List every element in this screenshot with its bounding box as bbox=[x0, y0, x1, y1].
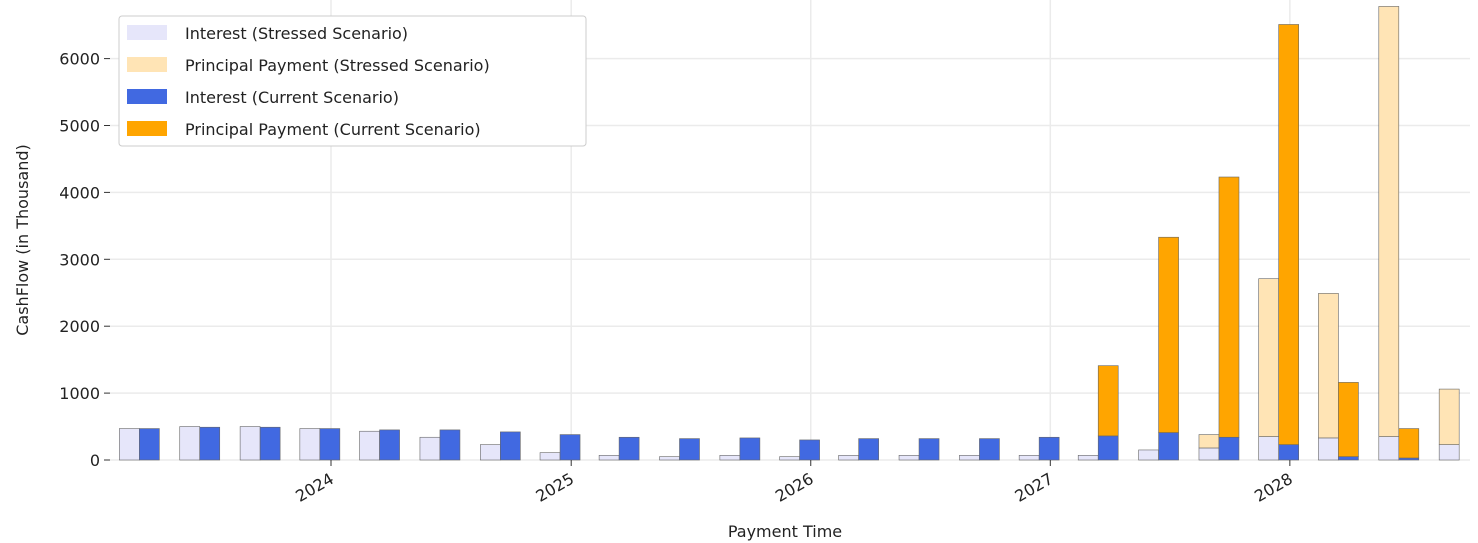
bar-interest-current bbox=[1338, 456, 1359, 461]
bar-interest-stressed bbox=[719, 455, 741, 461]
bar-interest-stressed bbox=[419, 436, 441, 461]
bar-principal-stressed bbox=[1258, 278, 1279, 437]
legend-swatch bbox=[127, 57, 167, 72]
bar-interest-current bbox=[1038, 436, 1060, 461]
bar-principal-stressed bbox=[1198, 434, 1220, 449]
y-axis-label: CashFlow (in Thousand) bbox=[13, 144, 32, 336]
y-tick-label: 4000 bbox=[59, 183, 100, 202]
bar-interest-current bbox=[679, 438, 700, 461]
bar-interest-stressed bbox=[1438, 444, 1460, 461]
bar-interest-current bbox=[1218, 436, 1240, 461]
bar-interest-stressed bbox=[838, 455, 859, 461]
bar-principal-current bbox=[1278, 24, 1299, 445]
x-tick-label: 2026 bbox=[772, 469, 817, 506]
bar-interest-current bbox=[1398, 457, 1420, 461]
legend-box bbox=[118, 15, 587, 147]
bar-principal-stressed bbox=[1318, 293, 1339, 439]
bar-interest-stressed bbox=[119, 428, 140, 461]
bar-principal-current bbox=[1398, 428, 1420, 459]
bar-principal-stressed bbox=[1378, 6, 1400, 437]
legend-swatch bbox=[127, 89, 167, 104]
bar-principal-current bbox=[1158, 236, 1179, 433]
y-tick-label: 2000 bbox=[59, 317, 100, 336]
bar-interest-stressed bbox=[898, 455, 920, 461]
bar-interest-current bbox=[139, 428, 160, 461]
bar-interest-current bbox=[319, 428, 341, 461]
bar-interest-current bbox=[739, 437, 761, 461]
y-tick-label: 1000 bbox=[59, 384, 100, 403]
bar-interest-stressed bbox=[1378, 436, 1400, 461]
bar-interest-current bbox=[858, 438, 879, 461]
bar-interest-stressed bbox=[1198, 447, 1220, 461]
y-tick-label: 6000 bbox=[59, 50, 100, 69]
bars-layer bbox=[119, 6, 1460, 461]
bar-interest-stressed bbox=[239, 426, 261, 461]
bar-principal-current bbox=[1218, 176, 1240, 438]
bar-interest-current bbox=[500, 431, 521, 461]
bar-interest-stressed bbox=[659, 456, 680, 461]
bar-interest-stressed bbox=[1138, 449, 1159, 461]
bar-principal-stressed bbox=[1438, 388, 1460, 445]
y-tick-label: 5000 bbox=[59, 117, 100, 136]
bar-interest-stressed bbox=[1318, 437, 1339, 461]
bar-interest-stressed bbox=[179, 426, 201, 461]
bar-interest-current bbox=[199, 426, 221, 461]
legend-label: Principal Payment (Current Scenario) bbox=[185, 120, 481, 139]
bar-interest-current bbox=[259, 426, 281, 461]
bar-interest-current bbox=[918, 438, 940, 461]
legend: Interest (Stressed Scenario) Principal Pa… bbox=[118, 15, 587, 147]
legend-swatch bbox=[127, 121, 167, 136]
bar-interest-stressed bbox=[299, 428, 321, 461]
legend-label: Interest (Stressed Scenario) bbox=[185, 24, 408, 43]
bar-interest-stressed bbox=[1077, 455, 1099, 461]
bar-principal-current bbox=[1338, 382, 1359, 457]
legend-label: Principal Payment (Stressed Scenario) bbox=[185, 56, 490, 75]
bar-interest-stressed bbox=[480, 444, 501, 461]
bar-interest-current bbox=[979, 438, 1000, 461]
bar-interest-current bbox=[439, 429, 461, 461]
bar-interest-current bbox=[559, 434, 581, 461]
bar-interest-current bbox=[1278, 444, 1299, 461]
bar-interest-stressed bbox=[959, 455, 980, 461]
y-tick-label: 0 bbox=[90, 451, 100, 470]
y-tick-label: 3000 bbox=[59, 250, 100, 269]
legend-label: Interest (Current Scenario) bbox=[185, 88, 399, 107]
bar-interest-stressed bbox=[598, 455, 620, 461]
bar-interest-current bbox=[1158, 432, 1179, 461]
bar-interest-current bbox=[379, 429, 400, 461]
bar-interest-stressed bbox=[1018, 455, 1040, 461]
legend-swatch bbox=[127, 25, 167, 40]
bar-interest-stressed bbox=[359, 430, 380, 461]
bar-interest-stressed bbox=[779, 456, 800, 461]
bar-interest-stressed bbox=[539, 452, 561, 461]
x-tick-label: 2028 bbox=[1251, 469, 1296, 506]
bar-interest-stressed bbox=[1258, 436, 1279, 461]
x-tick-label: 2024 bbox=[292, 469, 337, 506]
x-axis-label: Payment Time bbox=[728, 522, 842, 541]
bar-interest-current bbox=[799, 439, 820, 461]
bar-interest-current bbox=[618, 436, 640, 461]
bar-interest-current bbox=[1097, 435, 1119, 461]
x-tick-label: 2025 bbox=[532, 469, 577, 506]
x-tick-label: 2027 bbox=[1012, 469, 1057, 506]
bar-principal-current bbox=[1097, 365, 1119, 437]
